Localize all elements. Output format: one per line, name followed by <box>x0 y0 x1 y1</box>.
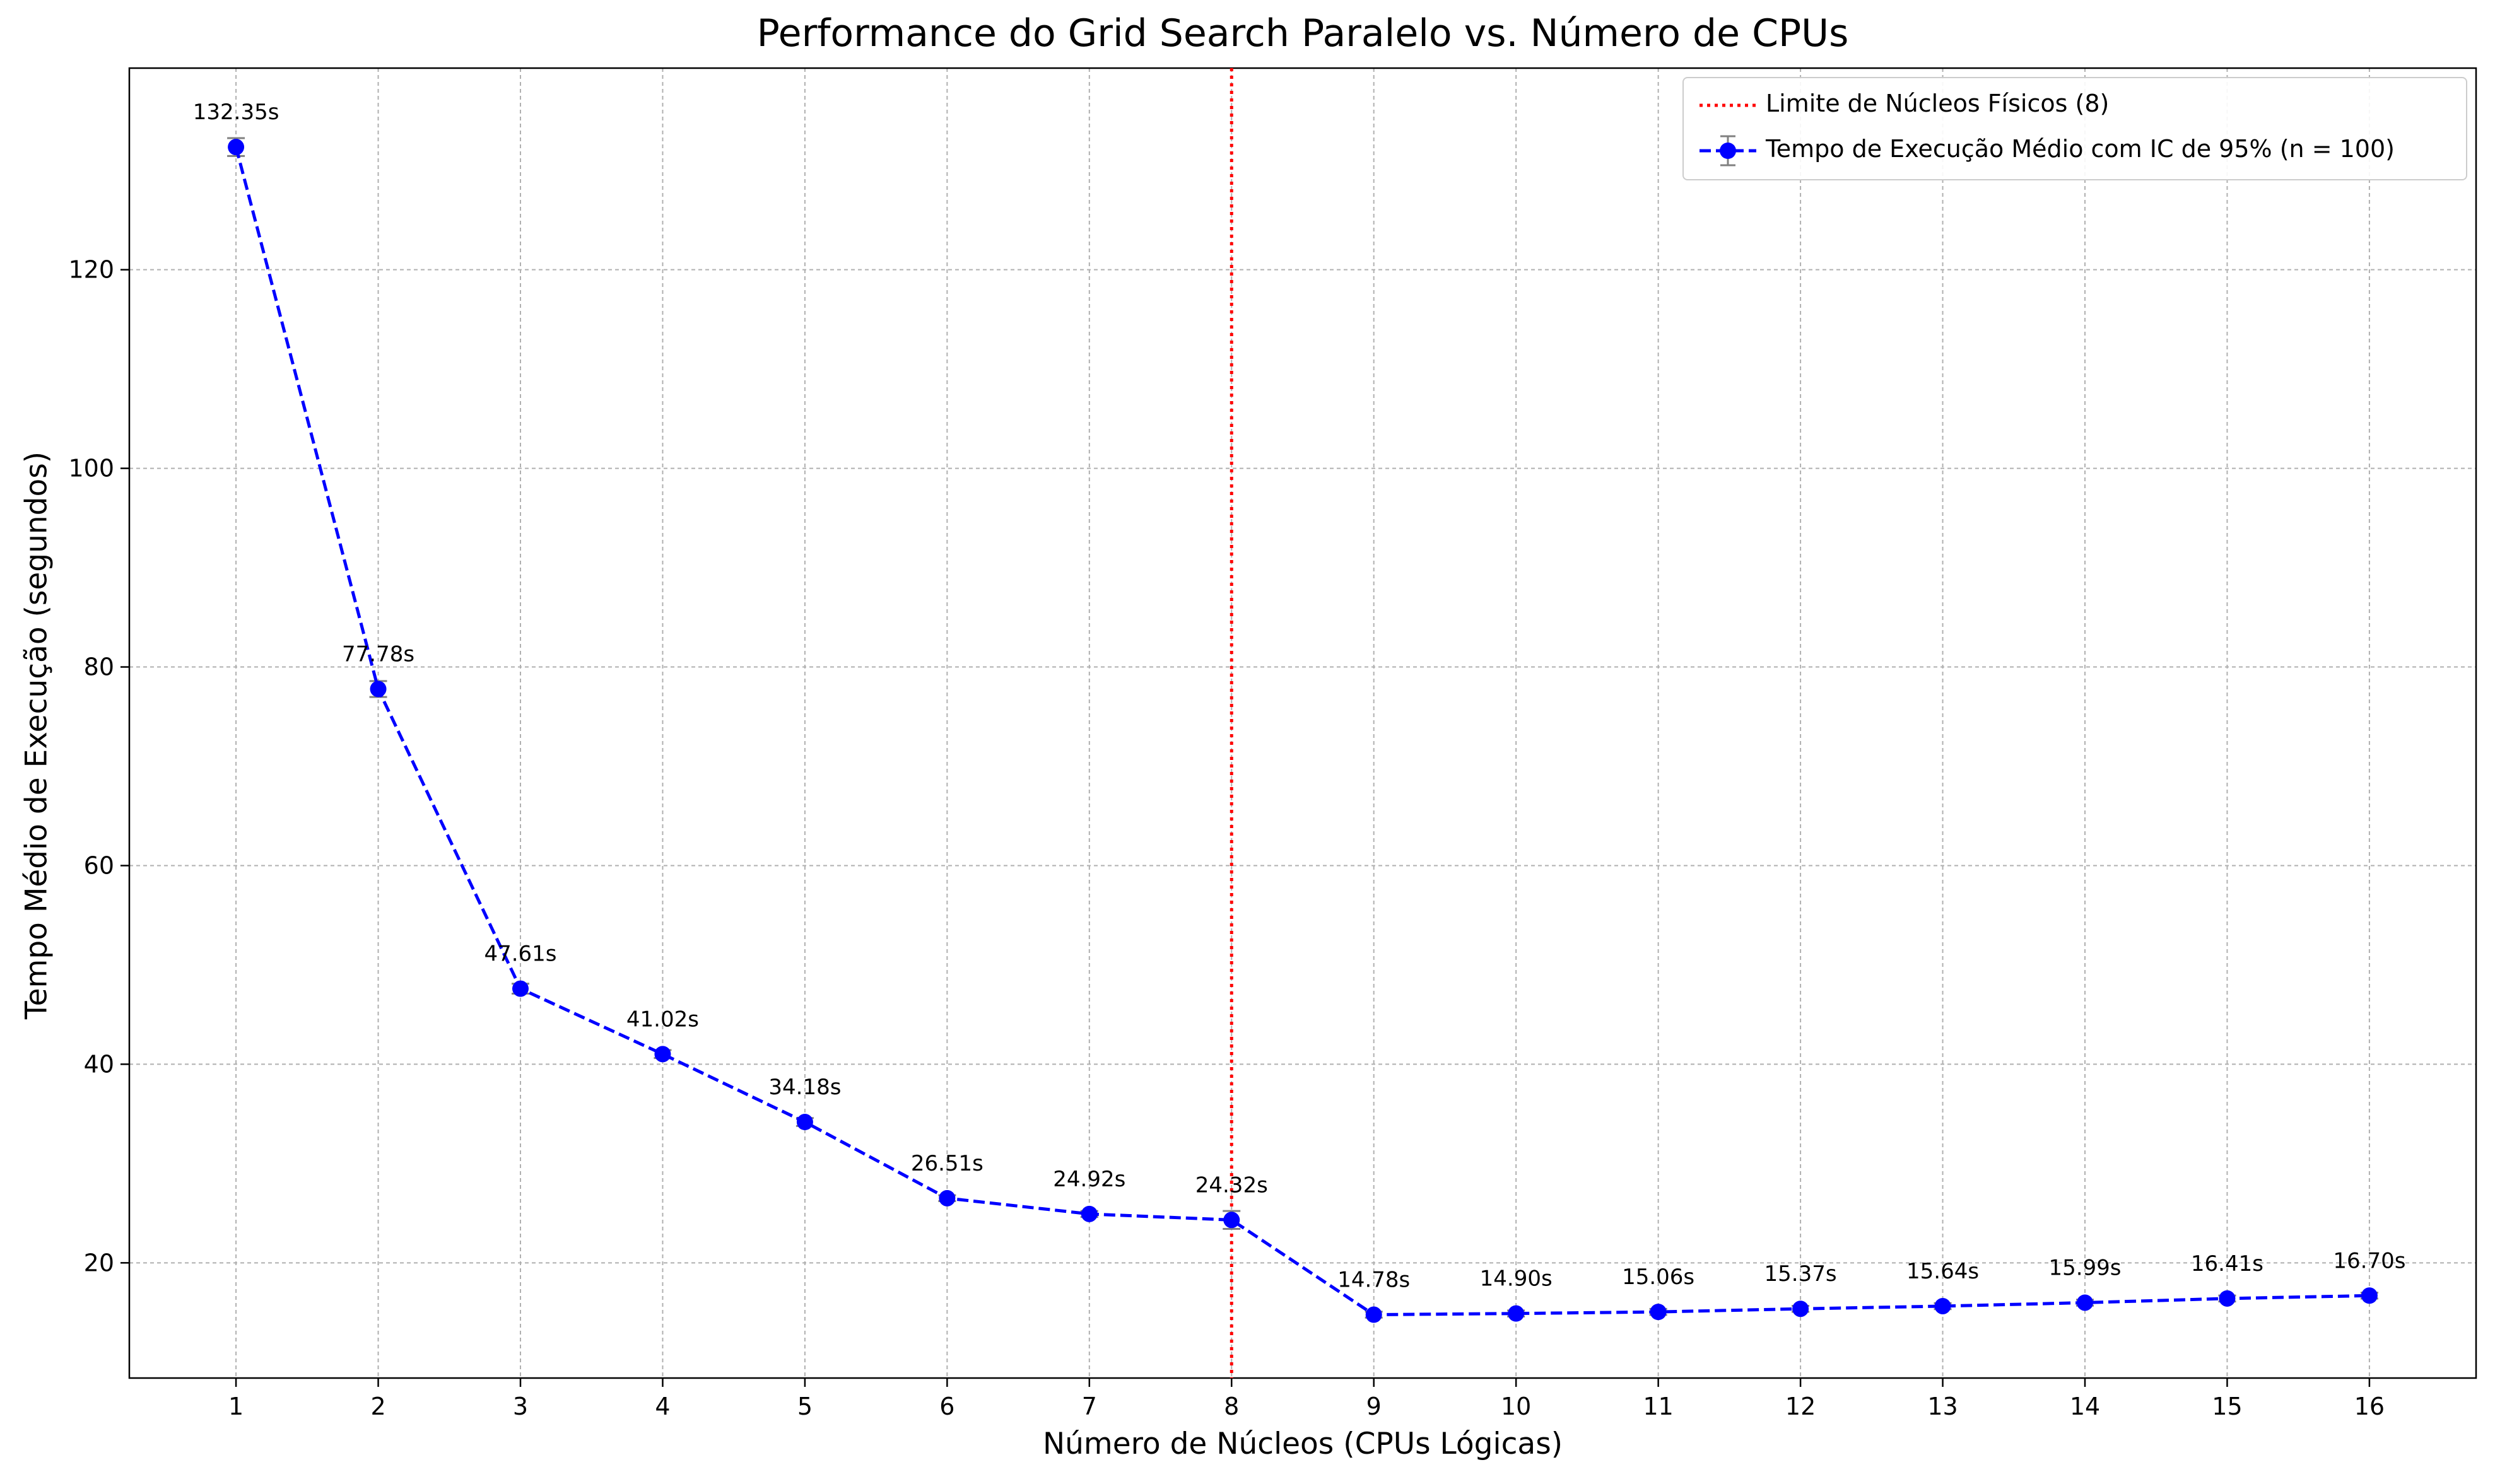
series-line <box>234 146 2369 1317</box>
y-tick-label: 120 <box>68 256 114 284</box>
x-tick-label: 16 <box>2354 1393 2385 1420</box>
grid-lines <box>129 68 2476 1378</box>
data-label: 47.61s <box>484 942 556 967</box>
data-label: 77.78s <box>342 641 414 667</box>
y-tick-label: 60 <box>84 851 114 879</box>
data-label: 132.35s <box>193 100 279 125</box>
legend-item-series: Tempo de Execução Médio com IC de 95% (n… <box>1684 129 2466 173</box>
data-label: 24.32s <box>1195 1172 1268 1198</box>
data-label: 24.92s <box>1053 1167 1125 1192</box>
x-tick-label: 1 <box>228 1393 244 1420</box>
legend: Limite de Núcleos Físicos (8) Tempo de E… <box>1682 77 2467 180</box>
x-axis-label: Número de Núcleos (CPUs Lógicas) <box>1042 1427 1563 1461</box>
error-bars <box>227 137 2378 1319</box>
data-label: 15.99s <box>2048 1255 2121 1280</box>
legend-label-vline: Limite de Núcleos Físicos (8) <box>1766 90 2110 117</box>
x-tick-label: 13 <box>1927 1393 1958 1420</box>
chart-title: Performance do Grid Search Paralelo vs. … <box>756 11 1849 56</box>
data-label: 15.06s <box>1622 1265 1694 1290</box>
x-tick-label: 11 <box>1643 1393 1673 1420</box>
data-point <box>2361 1287 2378 1304</box>
x-tick-label: 2 <box>370 1393 385 1420</box>
x-tick-label: 4 <box>655 1393 670 1420</box>
data-label: 26.51s <box>911 1151 983 1176</box>
data-label: 14.78s <box>1337 1268 1410 1293</box>
x-tick-label: 14 <box>2070 1393 2100 1420</box>
dotted-line-swatch-icon <box>1700 103 1756 107</box>
x-tick-label: 5 <box>797 1393 813 1420</box>
data-point <box>1223 1212 1240 1229</box>
data-point <box>654 1046 671 1063</box>
data-label: 34.18s <box>768 1075 841 1100</box>
data-point <box>1365 1306 1382 1323</box>
data-label: 16.70s <box>2333 1248 2405 1273</box>
data-point <box>370 681 387 698</box>
data-label: 14.90s <box>1480 1266 1553 1292</box>
y-tick-label: 20 <box>84 1249 114 1277</box>
data-label: 15.64s <box>1906 1259 1979 1284</box>
data-point <box>1792 1300 1809 1317</box>
data-label: 41.02s <box>626 1007 699 1032</box>
plot-area-frame <box>128 67 2477 1379</box>
y-axis-label: Tempo Médio de Execução (segundos) <box>19 451 54 1020</box>
x-tick-label: 12 <box>1785 1393 1816 1420</box>
data-point <box>1934 1297 1951 1314</box>
x-tick-label: 3 <box>513 1393 528 1420</box>
x-tick-label: 7 <box>1082 1393 1097 1420</box>
data-point <box>2077 1294 2093 1311</box>
data-labels: 132.35s 77.78s 47.61s 41.02s 34.18s 26.51s 24.… <box>193 100 2406 1292</box>
data-point <box>939 1189 956 1206</box>
y-tick-label: 100 <box>68 455 114 482</box>
data-point <box>796 1114 813 1131</box>
legend-item-vline: Limite de Núcleos Físicos (8) <box>1684 83 2466 127</box>
data-point <box>2219 1290 2236 1307</box>
x-tick-label: 6 <box>939 1393 954 1420</box>
x-tick-label: 9 <box>1366 1393 1382 1420</box>
y-tick-label: 40 <box>84 1050 114 1078</box>
legend-label-series: Tempo de Execução Médio com IC de 95% (n… <box>1766 135 2395 163</box>
errorbar-line-swatch-icon <box>1700 135 1756 167</box>
y-tick-label: 80 <box>84 653 114 681</box>
data-point <box>1081 1205 1098 1222</box>
x-tick-label: 8 <box>1224 1393 1239 1420</box>
y-axis-ticks: 20 40 60 80 100 120 <box>68 256 129 1277</box>
x-axis-ticks: 1 2 3 4 5 6 7 8 9 10 11 12 13 14 15 16 <box>228 1378 2385 1420</box>
x-tick-label: 10 <box>1501 1393 1531 1420</box>
data-point <box>1650 1304 1667 1321</box>
data-point <box>228 139 245 156</box>
x-tick-label: 15 <box>2212 1393 2242 1420</box>
data-label: 16.41s <box>2191 1251 2263 1277</box>
data-label: 15.37s <box>1764 1261 1837 1287</box>
data-point <box>512 980 529 997</box>
data-point <box>1508 1305 1525 1322</box>
series-points <box>228 139 2378 1323</box>
